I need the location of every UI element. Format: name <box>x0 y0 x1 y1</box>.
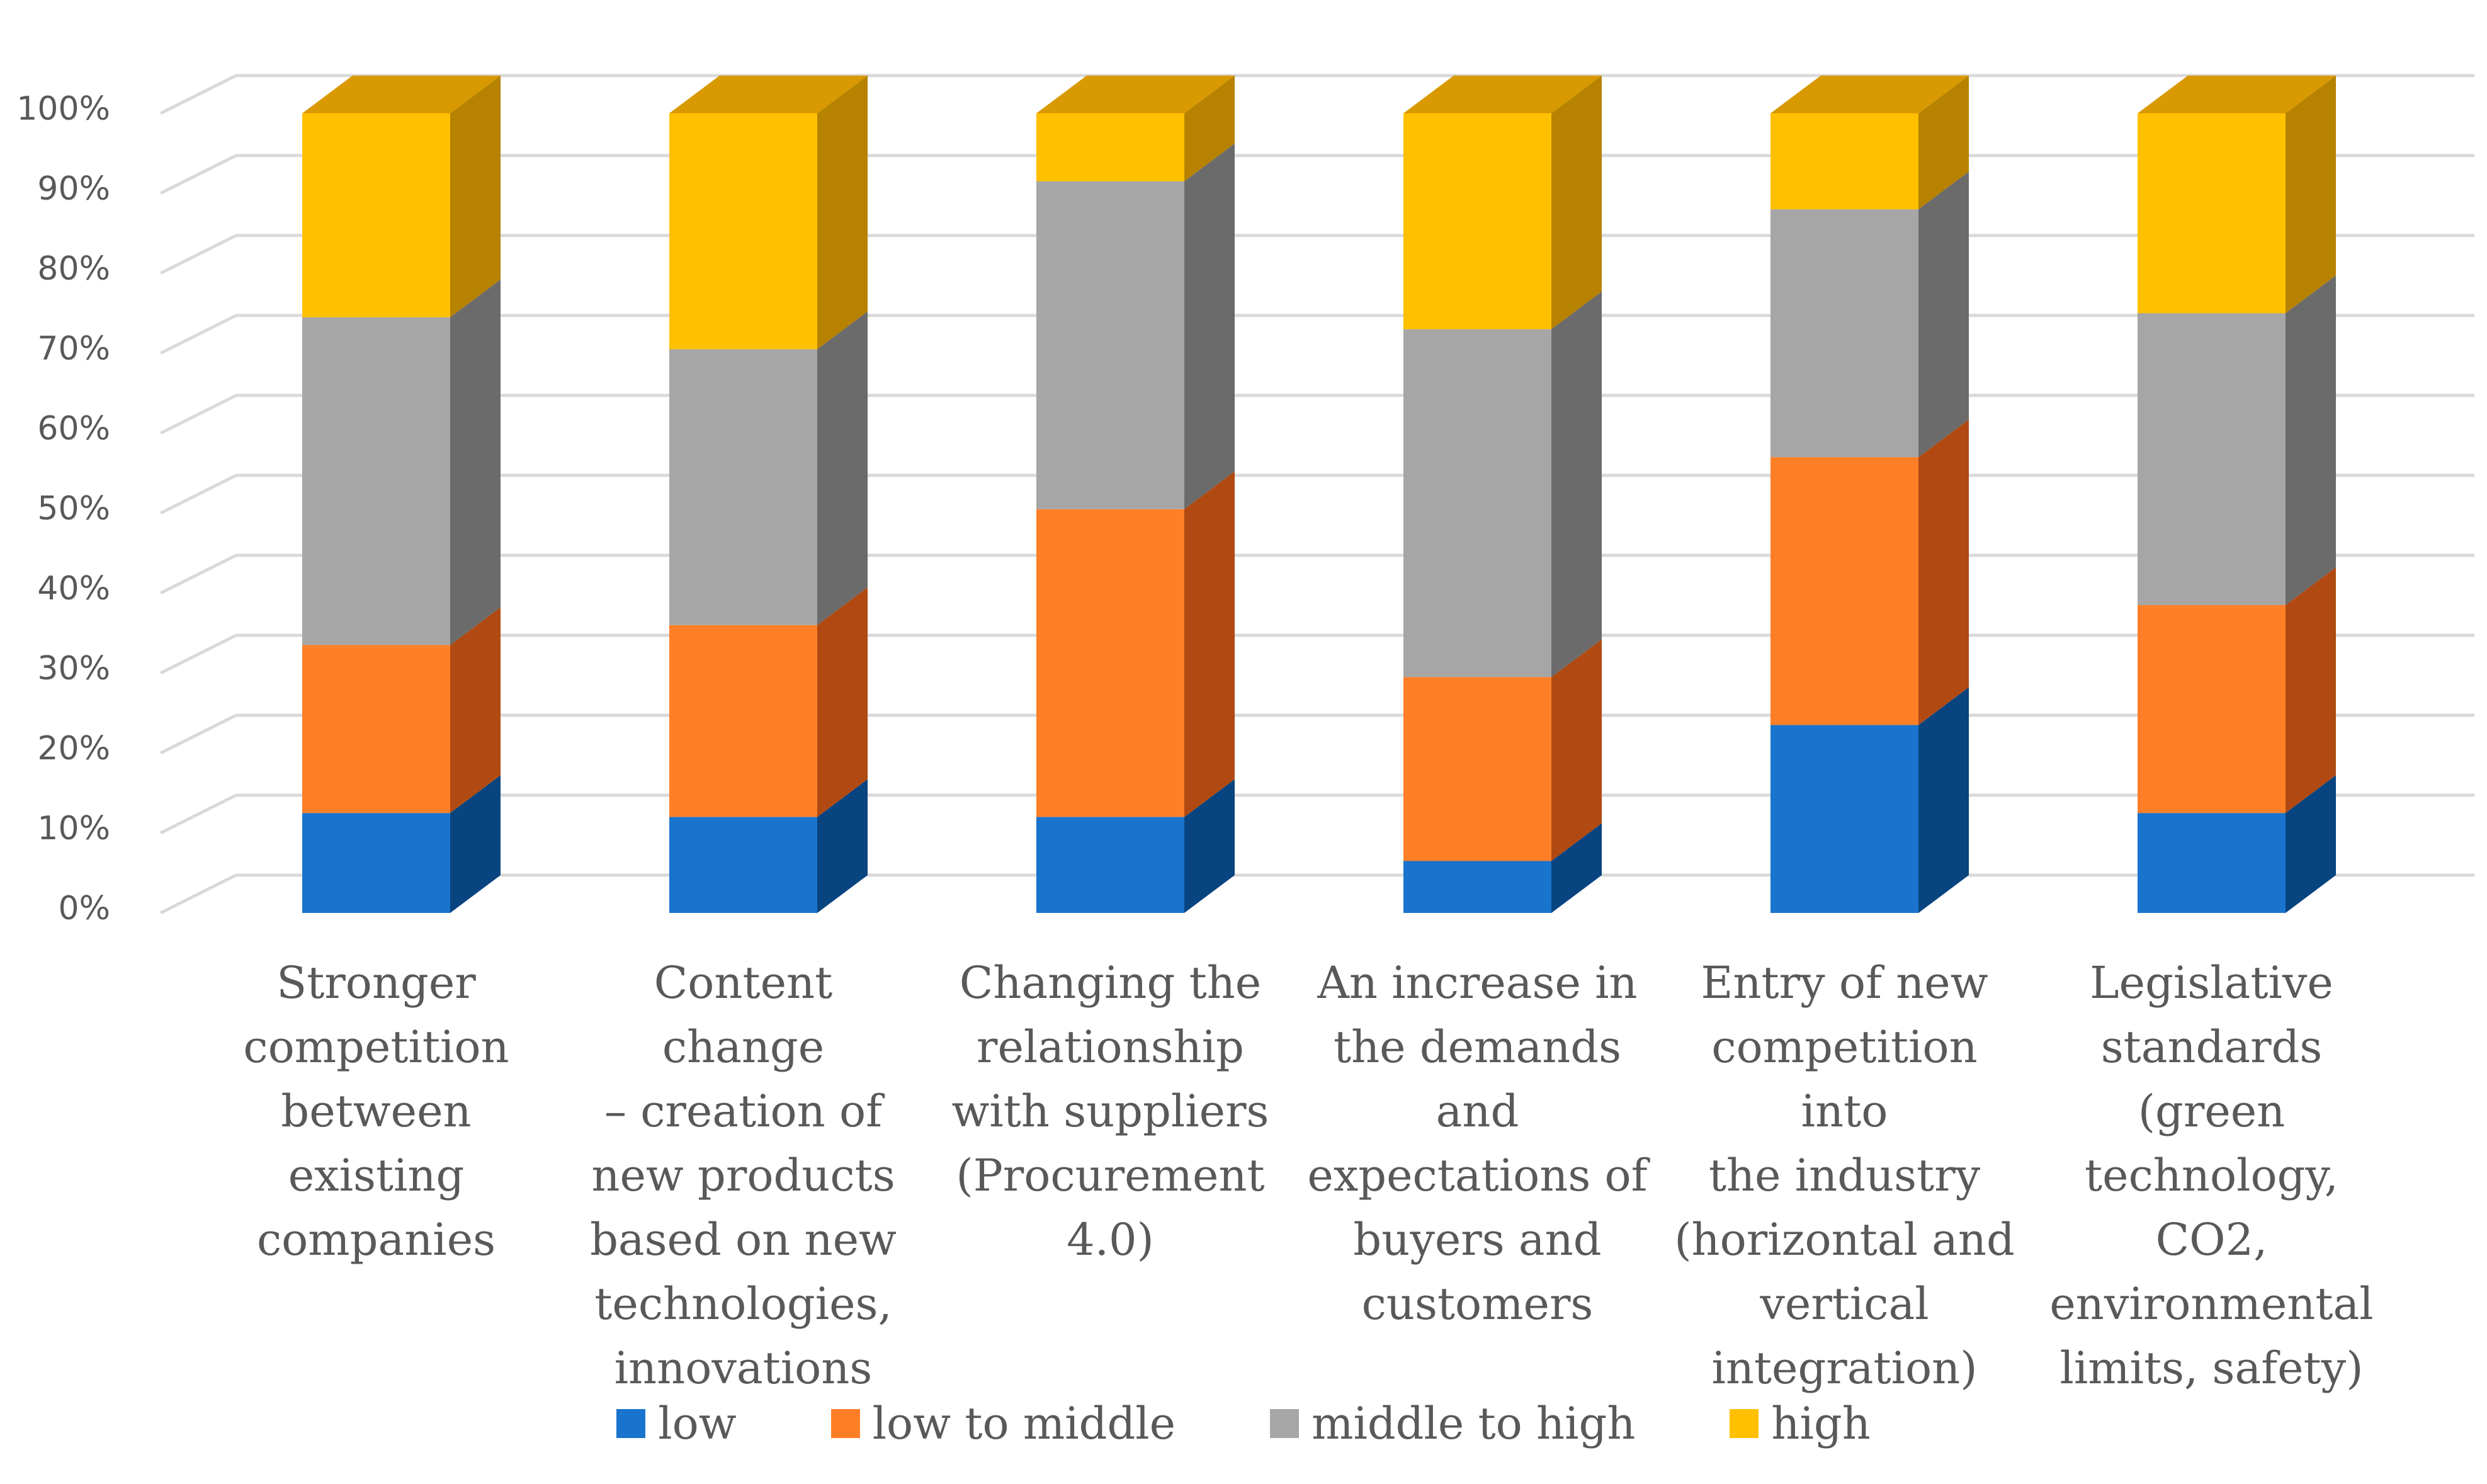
bar-segment <box>1036 509 1184 817</box>
gridline-diagonal <box>159 873 237 915</box>
legend: low low to middle middle to high high <box>0 1398 2487 1449</box>
bar-side <box>817 587 868 817</box>
x-tick-label: Stronger competition between existing compan… <box>243 957 509 1266</box>
gridline-diagonal <box>159 553 237 595</box>
bar-side <box>1551 291 1602 677</box>
legend-swatch <box>1270 1409 1300 1438</box>
bar-side <box>1918 76 1969 210</box>
bar-top <box>302 76 501 113</box>
gridline-diagonal <box>159 154 237 195</box>
bar-segment <box>2138 113 2286 314</box>
x-tick-label: Legislative standards (green technology, CO2… <box>2049 957 2374 1394</box>
bar-segment <box>2138 313 2286 606</box>
bar-segment <box>669 349 817 625</box>
legend-swatch <box>830 1409 860 1438</box>
bar-segment <box>302 645 450 813</box>
bar-side <box>2286 775 2336 913</box>
x-tick-label: Entry of new competition into the industry… <box>1674 957 2015 1394</box>
bar-top <box>2138 76 2336 113</box>
legend-swatch <box>1730 1409 1759 1438</box>
bar-side <box>2286 76 2336 314</box>
gridline-diagonal <box>159 74 237 115</box>
bar-segment <box>1036 181 1184 509</box>
bar-side <box>450 76 501 317</box>
bar-side <box>2286 567 2336 813</box>
bar-segment <box>669 817 817 913</box>
y-axis: 0% 10% 20% 30% 40% 50% 60% 70% 80% 90% 100% <box>16 90 110 927</box>
legend-item: low to middle <box>830 1398 1176 1449</box>
bar-segment <box>1770 209 1918 458</box>
bar-side <box>450 775 501 913</box>
bar-segment <box>669 113 817 349</box>
bar-segment <box>2138 813 2286 913</box>
gridline-diagonal <box>159 473 237 515</box>
bar-segment <box>1770 113 1918 210</box>
gridline-diagonal <box>159 314 237 355</box>
bar-side <box>450 279 501 645</box>
y-tick-label: 100% <box>16 90 110 128</box>
bar-segment <box>1770 725 1918 913</box>
bar-top <box>1036 76 1235 113</box>
bar-segment <box>1403 329 1551 677</box>
bar-segment <box>1036 817 1184 913</box>
legend-item: middle to high <box>1270 1398 1635 1449</box>
gridline-diagonal <box>159 394 237 435</box>
bar-segment <box>1770 457 1918 725</box>
bar-side <box>817 779 868 913</box>
bar-top <box>669 76 868 113</box>
bar-segment <box>1036 113 1184 181</box>
bar-segment <box>302 113 450 317</box>
bar-side <box>450 607 501 813</box>
bar-side <box>1184 779 1235 913</box>
y-tick-label: 60% <box>37 410 110 448</box>
y-tick-label: 40% <box>37 570 110 608</box>
bar-segment <box>1403 113 1551 329</box>
gridline-diagonal <box>159 633 237 675</box>
y-tick-label: 20% <box>37 730 110 767</box>
gridline-diagonal <box>159 713 237 755</box>
x-tick-label: An increase in the demands and expectations… <box>1307 957 1648 1330</box>
y-tick-label: 80% <box>37 250 110 288</box>
bar-side <box>1184 471 1235 817</box>
y-tick-label: 10% <box>37 810 110 847</box>
y-tick-label: 90% <box>37 170 110 208</box>
bar-side <box>1918 687 1969 913</box>
legend-label: high <box>1771 1398 1871 1449</box>
bar-segment <box>1403 677 1551 861</box>
bar-top <box>1770 76 1969 113</box>
x-tick-label: Content change – creation of new products b… <box>590 957 897 1394</box>
legend-label: low <box>658 1398 737 1449</box>
y-tick-label: 70% <box>37 330 110 368</box>
bar-segment <box>1403 861 1551 913</box>
bar-side <box>817 76 868 349</box>
bar-segment <box>669 625 817 817</box>
y-tick-label: 30% <box>37 650 110 688</box>
gridline-diagonal <box>159 793 237 835</box>
y-tick-label: 50% <box>37 490 110 528</box>
gridline-diagonal <box>159 234 237 275</box>
y-tick-label: 0% <box>59 890 111 927</box>
x-tick-label: Changing the relationship with suppliers (P… <box>951 957 1269 1266</box>
legend-swatch <box>616 1409 646 1438</box>
bars <box>302 76 2336 913</box>
bar-side <box>1551 76 1602 329</box>
bar-side <box>1184 143 1235 509</box>
bar-side <box>1918 171 1969 458</box>
legend-item: high <box>1730 1398 1871 1449</box>
legend-item: low <box>616 1398 737 1449</box>
bar-side <box>2286 275 2336 606</box>
grid-layer <box>159 74 2474 915</box>
bar-side <box>817 311 868 625</box>
legend-label: low to middle <box>872 1398 1176 1449</box>
legend-label: middle to high <box>1311 1398 1636 1449</box>
bar-segment <box>302 317 450 645</box>
bar-side <box>1551 823 1602 913</box>
bar-side <box>1184 76 1235 181</box>
bar-segment <box>302 813 450 913</box>
bar-top <box>1403 76 1602 113</box>
bar-side <box>1551 639 1602 861</box>
bar-segment <box>2138 605 2286 813</box>
bar-side <box>1918 419 1969 725</box>
